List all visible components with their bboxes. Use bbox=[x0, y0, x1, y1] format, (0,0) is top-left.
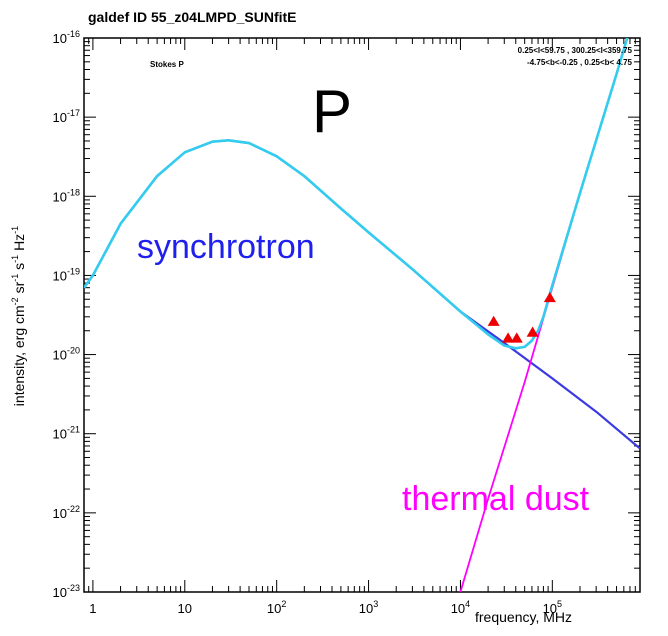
annotation-synchrotron: synchrotron bbox=[137, 228, 315, 266]
plot-border bbox=[83, 37, 641, 593]
y-tick-label: 10-16 bbox=[53, 29, 80, 46]
x-axis-title: frequency, MHz bbox=[475, 609, 572, 625]
x-tick-label: 1 bbox=[89, 601, 96, 616]
x-tick-label: 10 bbox=[178, 601, 192, 616]
x-tick-label: 103 bbox=[359, 599, 378, 616]
plot-frame bbox=[83, 37, 641, 593]
y-tick-label: 10-17 bbox=[53, 108, 80, 125]
series-line-synchrotron bbox=[84, 139, 640, 450]
x-tick-label: 105 bbox=[543, 599, 562, 616]
y-tick-label: 10-21 bbox=[53, 425, 80, 442]
region-note-line-1: 0.25<l<59.75 , 300.25<l<359.75 bbox=[518, 46, 633, 55]
stokes-subtitle: Stokes P bbox=[150, 60, 184, 69]
x-tick-label: 102 bbox=[267, 599, 286, 616]
series-layer bbox=[84, 38, 640, 592]
observation-point bbox=[526, 326, 539, 337]
region-note-line-2: -4.75<b<-0.25 , 0.25<b< 4.75 bbox=[527, 58, 633, 67]
y-axis-title: intensity, erg cm-2 sr-1 s-1 Hz-1 bbox=[10, 226, 27, 406]
stokes-big-label: P bbox=[312, 78, 352, 145]
y-tick-label: 10-23 bbox=[53, 583, 80, 600]
observation-points bbox=[487, 291, 556, 343]
x-axis-ticks: 1 10 102 103 104 105 bbox=[83, 38, 641, 616]
observation-point bbox=[487, 315, 500, 326]
y-tick-label: 10-18 bbox=[53, 187, 80, 204]
y-tick-label: 10-20 bbox=[53, 346, 80, 363]
x-tick-label: 104 bbox=[451, 599, 470, 616]
y-tick-label: 10-22 bbox=[53, 504, 80, 521]
y-tick-label: 10-19 bbox=[53, 266, 80, 283]
annotation-thermal-dust: thermal dust bbox=[402, 480, 590, 518]
y-axis-ticks: 10-23 10-22 10-21 10-20 10-19 10-18 10-17 10-16 bbox=[53, 29, 640, 600]
chart-title: galdef ID 55_z04LMPD_SUNfitE bbox=[88, 9, 297, 25]
observation-point bbox=[543, 291, 556, 303]
observation-point bbox=[502, 332, 515, 343]
observation-point bbox=[510, 332, 523, 343]
series-line-total bbox=[84, 38, 629, 350]
